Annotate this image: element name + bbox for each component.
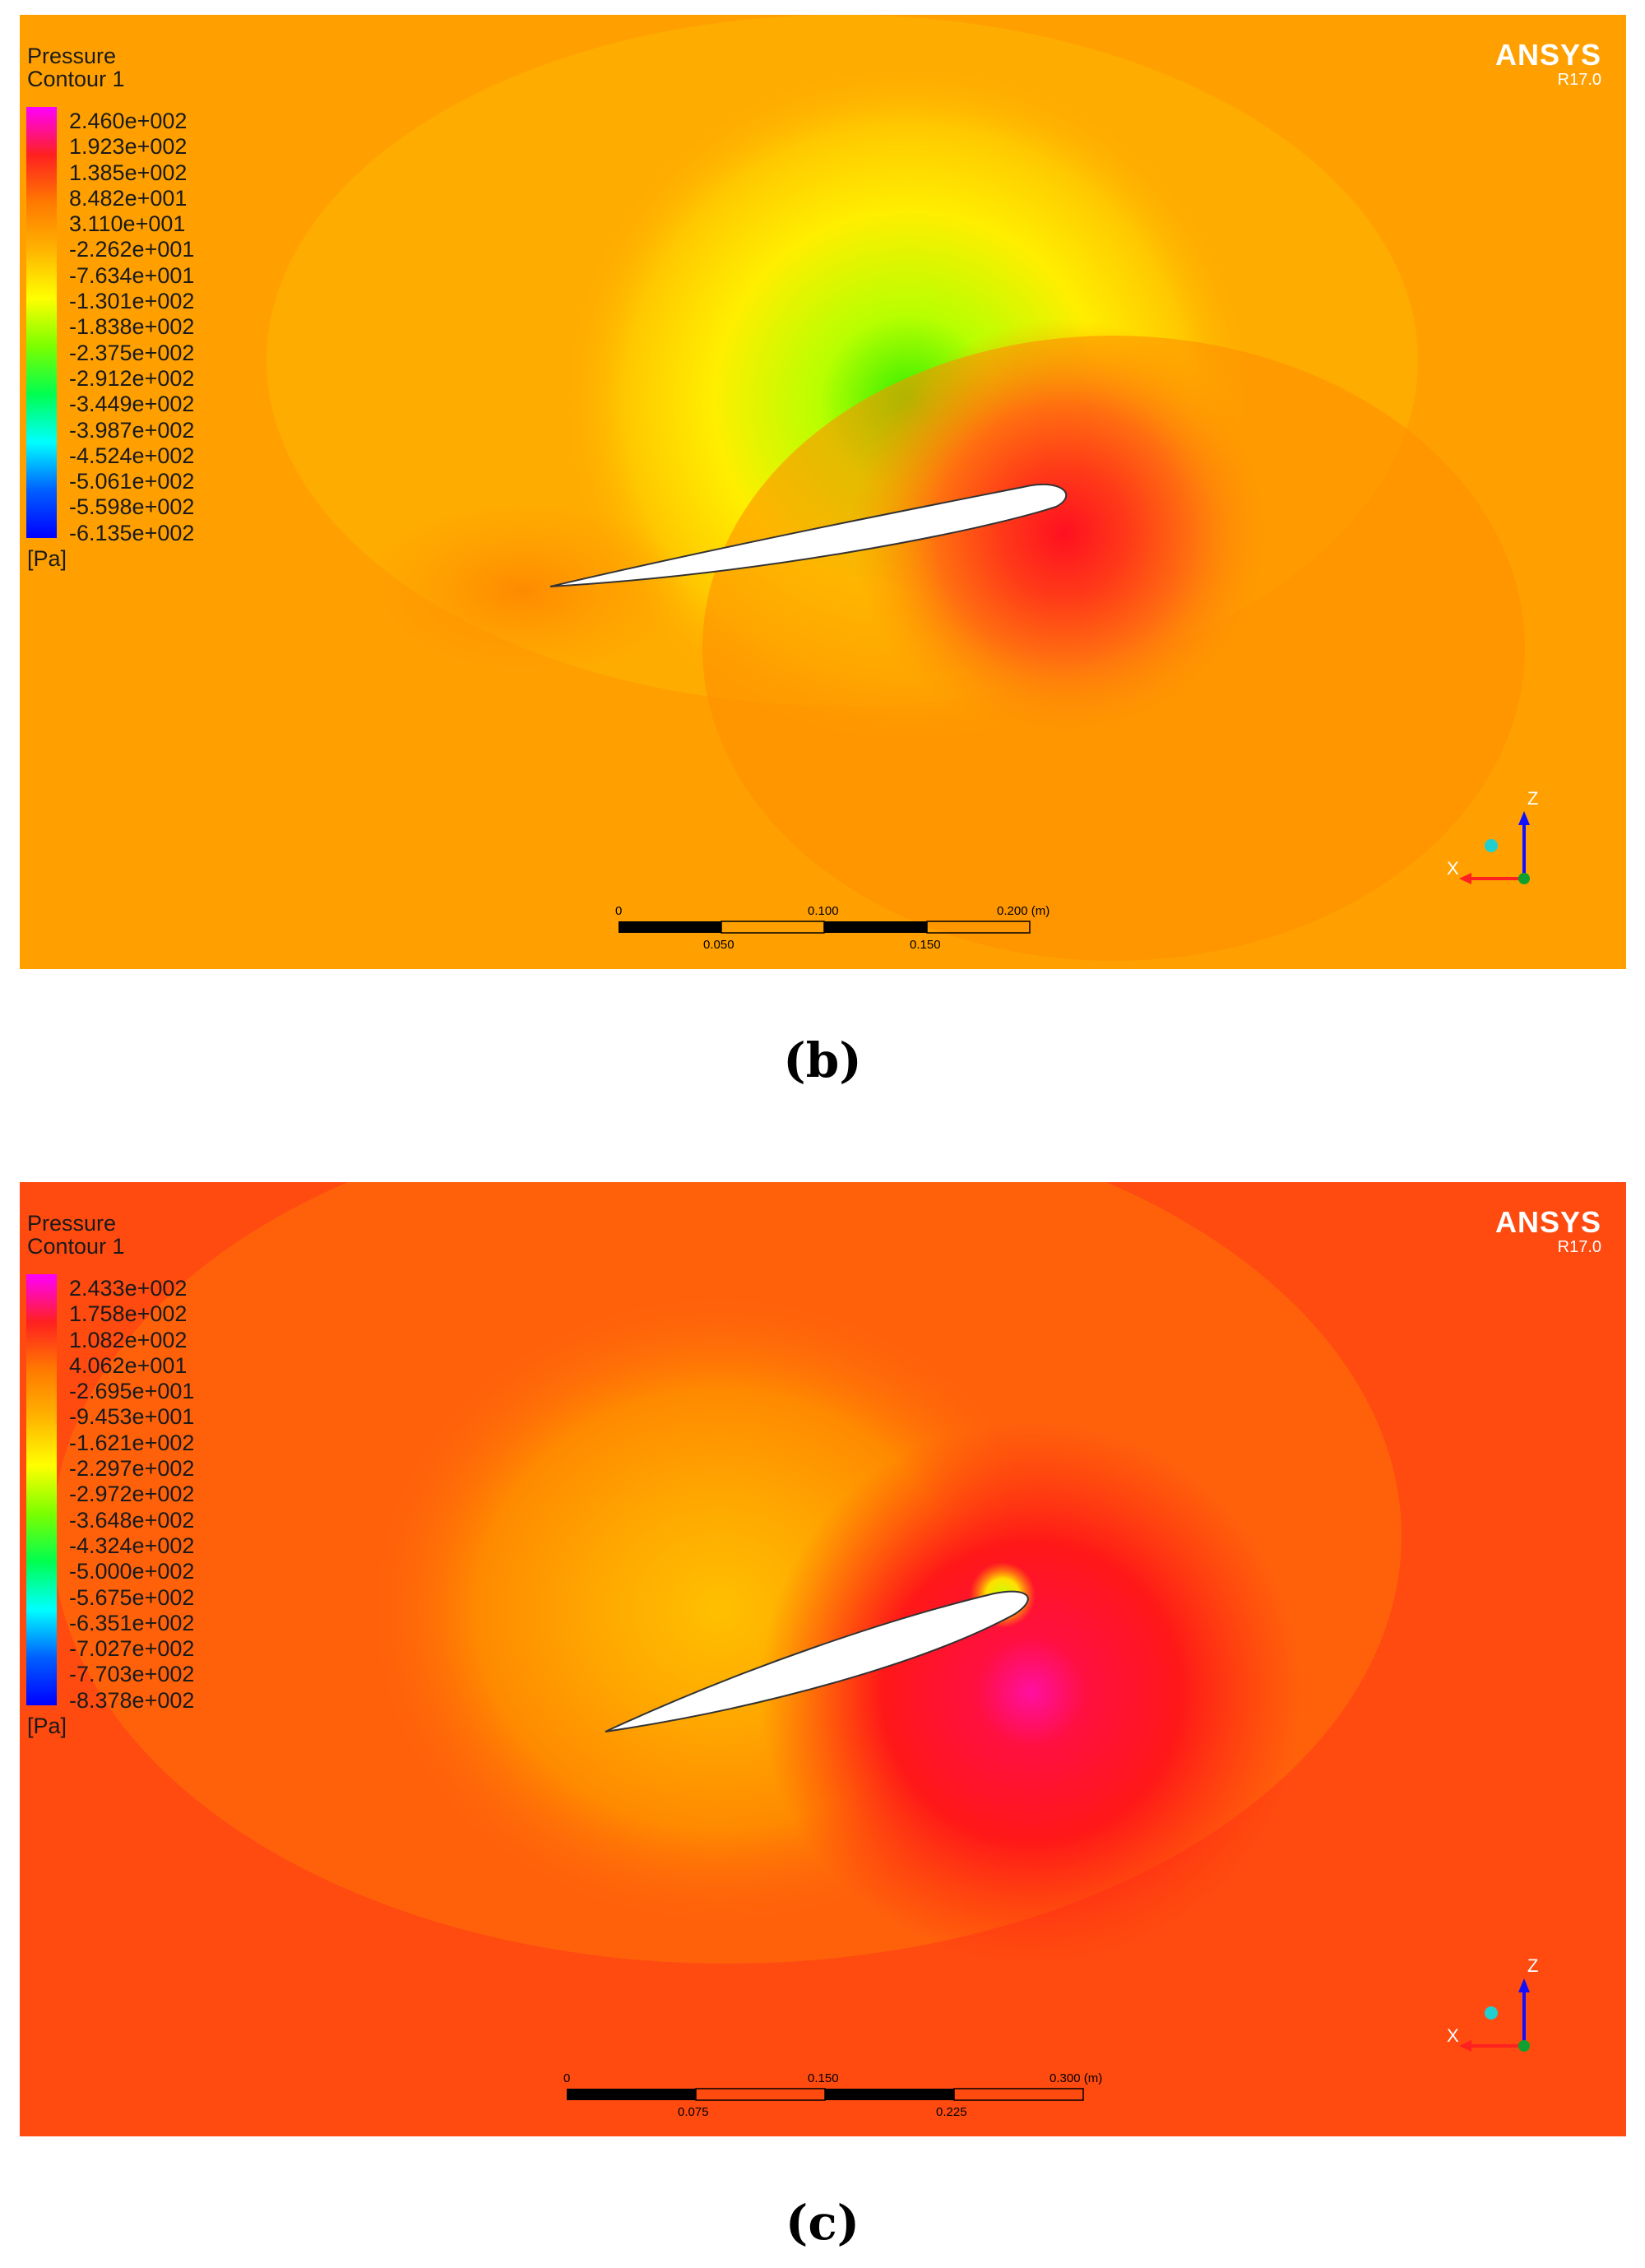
colorbar [26,107,57,538]
legend-value: 1.758e+002 [69,1301,188,1327]
ansys-logo: ANSYS R17.0 [1494,1205,1601,1257]
legend-value: 2.460e+002 [69,109,188,133]
legend-subtitle: Contour 1 [27,1234,125,1259]
legend-value: -6.135e+002 [69,520,195,545]
origin-icon [1518,873,1530,884]
airfoil [605,1590,1029,1732]
legend-title: Pressure [27,44,117,68]
legend-value: 3.110e+001 [69,211,186,237]
caption-b: (b) [783,1032,862,1088]
stagnation-zone [850,319,1278,747]
scale-label-top-2: 0.200 (m) [997,904,1050,918]
view-sphere-icon [1485,2006,1498,2020]
scale-label-bottom-0: 0.050 [703,938,734,952]
legend-value: -2.262e+001 [69,237,195,262]
legend-value: -9.453e+001 [69,1404,195,1430]
legend-value: -2.972e+002 [69,1482,195,1507]
colorbar [26,1274,57,1705]
legend-value: -1.838e+002 [69,314,195,340]
scale-label-top-0: 0 [563,2071,570,2085]
x-axis-label: X [1447,2025,1459,2046]
scale-bar-segment [824,921,927,933]
legend-title: Pressure [27,1211,117,1236]
legend-value: -1.301e+002 [69,289,195,314]
airfoil [549,483,1068,587]
origin-icon [1518,2040,1530,2052]
scale-bar-segment [619,921,721,933]
legend-value: 2.433e+002 [69,1276,188,1301]
legend-values: 2.460e+002 1.923e+002 1.385e+002 8.482e+… [69,109,194,546]
legend-value: -7.027e+002 [69,1636,195,1662]
scale-bar: 0 0.100 0.200 (m) 0.050 0.150 [615,904,1050,952]
scale-label-bottom-1: 0.150 [910,938,941,952]
legend-value: -5.598e+002 [69,494,195,520]
legend-unit: [Pa] [27,546,67,571]
brand-name: ANSYS [1494,38,1601,72]
x-axis-label: X [1447,858,1459,879]
legend-value: -3.648e+002 [69,1507,195,1533]
z-axis-label: Z [1527,1955,1538,1976]
pressure-field-b: 0 0.100 0.200 (m) 0.050 0.150 Z X [20,15,1626,969]
legend-value: -4.524e+002 [69,443,195,468]
trailing-wake-zone [357,500,686,681]
contour-panel-b: 0 0.100 0.200 (m) 0.050 0.150 Z X Pressu… [20,15,1626,969]
scale-label-bottom-1: 0.225 [936,2105,967,2119]
legend-value: -7.703e+002 [69,1662,195,1687]
legend-value: -1.621e+002 [69,1430,195,1455]
legend-values: 2.433e+002 1.758e+002 1.082e+002 4.062e+… [69,1276,194,1714]
legend-value: -6.351e+002 [69,1610,195,1635]
brand-version: R17.0 [1557,71,1601,89]
view-sphere-icon [1485,839,1498,852]
scale-label-top-2: 0.300 (m) [1050,2071,1102,2085]
stagnation-zone [760,1421,1303,1964]
legend-value: -7.634e+001 [69,262,195,288]
brand-name: ANSYS [1494,1205,1601,1239]
legend-value: -2.912e+002 [69,365,195,391]
legend-value: -5.000e+002 [69,1559,195,1584]
legend-value: 4.062e+001 [69,1352,188,1378]
scale-bar-segment [953,2088,1084,2101]
legend-value: 1.082e+002 [69,1327,188,1352]
legend-value: -4.324e+002 [69,1533,195,1558]
axis-triad: Z X [1447,788,1538,884]
scale-bar-segment [567,2089,696,2100]
ansys-logo: ANSYS R17.0 [1494,38,1601,90]
scale-bar: 0 0.150 0.300 (m) 0.075 0.225 [563,2071,1102,2119]
z-axis-label: Z [1527,788,1538,809]
scale-label-top-1: 0.100 [808,904,839,918]
scale-bar-segment [926,921,1031,934]
legend-value: -3.449e+002 [69,392,195,417]
scale-label-bottom-0: 0.075 [678,2105,709,2119]
caption-c: (c) [785,2195,860,2251]
legend-value: -2.375e+002 [69,340,195,365]
pressure-field-c: 0 0.150 0.300 (m) 0.075 0.225 Z X [20,1182,1626,2136]
legend-unit: [Pa] [27,1714,67,1738]
legend-value: 8.482e+001 [69,185,188,211]
legend-subtitle: Contour 1 [27,67,125,91]
legend-value: -2.695e+001 [69,1379,195,1404]
legend-value: -5.061e+002 [69,469,195,494]
legend-value: -8.378e+002 [69,1687,195,1713]
legend-value: -5.675e+002 [69,1584,195,1610]
scale-label-top-0: 0 [615,904,622,918]
legend-value: 1.923e+002 [69,134,188,160]
legend-value: -2.297e+002 [69,1456,195,1482]
legend-value: -3.987e+002 [69,417,195,443]
contour-panel-c: 0 0.150 0.300 (m) 0.075 0.225 Z X Pressu… [20,1182,1626,2136]
scale-bar-segment [825,2089,954,2100]
scale-label-top-1: 0.150 [808,2071,839,2085]
brand-version: R17.0 [1557,1238,1601,1256]
legend-value: 1.385e+002 [69,160,188,185]
axis-triad: Z X [1447,1955,1538,2052]
